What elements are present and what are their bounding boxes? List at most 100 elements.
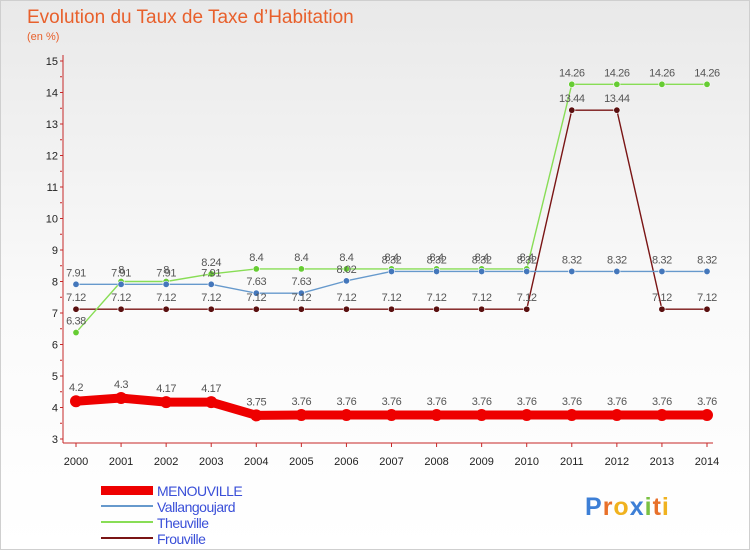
data-point-menouville: [610, 409, 623, 422]
data-label-frouville: 13.44: [559, 93, 585, 105]
data-label-menouville: 4.17: [201, 383, 221, 395]
data-point-menouville: [70, 395, 82, 408]
logo-letter: t: [652, 493, 662, 521]
data-label-vallangoujard: 8.32: [697, 254, 717, 266]
y-tick-label: 6: [52, 340, 58, 352]
data-label-frouville: 7.12: [111, 292, 131, 304]
logo-letter: i: [644, 493, 653, 521]
data-point-theuville: [658, 80, 666, 88]
data-point-theuville: [297, 265, 305, 273]
data-point-vallangoujard: [162, 280, 170, 288]
x-tick-label: 2002: [154, 456, 178, 468]
series-line-frouville: [76, 109, 707, 310]
data-labels: 7.12 7.12 7.12 7.12 7.12 7.12 7.12 7.12 7.12 7.12…: [66, 67, 720, 408]
chart-axes: 3 4 5 6 7 8 9 10 11 12 13 14 15 2000 2001 2002 2003 2004 2…: [46, 55, 719, 468]
data-point-vallangoujard: [703, 267, 711, 275]
data-label-theuville: 14.26: [604, 67, 630, 79]
data-point-frouville: [703, 305, 711, 313]
data-label-vallangoujard: 7.63: [246, 276, 266, 288]
data-label-vallangoujard: 7.91: [156, 267, 176, 279]
data-label-vallangoujard: 7.91: [111, 267, 131, 279]
x-tick-label: 2012: [605, 456, 629, 468]
legend-swatch-vallangoujard: [101, 505, 153, 507]
data-point-vallangoujard: [613, 267, 621, 275]
data-label-frouville: 7.12: [427, 292, 447, 304]
y-tick-label: 9: [52, 245, 58, 257]
data-label-vallangoujard: 8.32: [517, 254, 537, 266]
data-label-frouville: 7.12: [156, 292, 176, 304]
data-label-theuville: 14.26: [649, 67, 675, 79]
data-label-frouville: 7.12: [382, 292, 402, 304]
data-label-menouville: 3.76: [291, 396, 311, 408]
data-point-frouville: [613, 106, 621, 114]
data-point-frouville: [433, 305, 441, 313]
data-point-frouville: [162, 305, 170, 313]
data-label-frouville: 7.12: [246, 292, 266, 304]
data-label-menouville: 3.76: [652, 396, 672, 408]
data-point-vallangoujard: [252, 289, 260, 297]
data-point-theuville: [568, 80, 576, 88]
data-label-theuville: 6.38: [66, 316, 86, 328]
data-point-menouville: [565, 409, 578, 422]
data-label-vallangoujard: 7.63: [291, 276, 311, 288]
legend-label-theuville: Theuville: [157, 515, 209, 531]
data-point-vallangoujard: [117, 280, 125, 288]
x-tick-label: 2000: [64, 456, 88, 468]
y-tick-label: 5: [52, 371, 58, 383]
x-tick-label: 2006: [334, 456, 358, 468]
data-point-theuville: [252, 265, 260, 273]
x-tick-label: 2003: [199, 456, 223, 468]
data-point-frouville: [117, 305, 125, 313]
data-point-frouville: [342, 305, 350, 313]
data-point-frouville: [523, 305, 531, 313]
data-label-theuville: 8: [163, 265, 169, 277]
data-point-frouville: [297, 305, 305, 313]
data-point-menouville: [115, 392, 128, 405]
data-label-menouville: 3.76: [607, 396, 627, 408]
data-point-vallangoujard: [342, 277, 350, 285]
data-label-menouville: 3.76: [517, 396, 537, 408]
data-point-vallangoujard: [387, 267, 395, 275]
data-point-theuville: [703, 80, 711, 88]
proxiti-logo: Proxiti: [585, 493, 670, 522]
data-label-frouville: 13.44: [604, 93, 630, 105]
data-point-vallangoujard: [478, 267, 486, 275]
legend-swatch-frouville: [101, 537, 153, 539]
y-tick-label: 13: [46, 119, 58, 131]
data-point-menouville: [475, 409, 488, 422]
data-label-menouville: 3.76: [382, 396, 402, 408]
data-label-menouville: 3.75: [246, 396, 266, 408]
data-label-menouville: 3.76: [337, 396, 357, 408]
data-point-menouville: [250, 409, 263, 422]
data-label-menouville: 3.76: [562, 396, 582, 408]
x-tick-label: 2007: [379, 456, 403, 468]
data-point-vallangoujard: [207, 280, 215, 288]
data-label-vallangoujard: 8.02: [337, 264, 357, 276]
data-label-vallangoujard: 8.32: [652, 254, 672, 266]
data-point-frouville: [658, 305, 666, 313]
data-label-vallangoujard: 8.32: [472, 254, 492, 266]
x-tick-label: 2004: [244, 456, 268, 468]
legend-swatch-theuville: [101, 521, 153, 523]
data-label-menouville: 4.2: [69, 382, 83, 394]
data-label-vallangoujard: 8.32: [382, 254, 402, 266]
data-point-theuville: [72, 329, 80, 337]
data-label-theuville: 8: [118, 265, 124, 277]
data-label-frouville: 7.12: [472, 292, 492, 304]
data-point-menouville: [520, 409, 533, 422]
data-label-frouville: 7.12: [291, 292, 311, 304]
chart-title: Evolution du Taux de Taxe d’Habitation: [27, 7, 354, 28]
data-label-vallangoujard: 8.32: [427, 254, 447, 266]
data-label-vallangoujard: 8.32: [562, 254, 582, 266]
data-point-vallangoujard: [297, 289, 305, 297]
data-point-menouville: [655, 409, 668, 422]
y-tick-label: 14: [46, 88, 58, 100]
x-tick-label: 2010: [514, 456, 538, 468]
data-point-vallangoujard: [658, 267, 666, 275]
data-label-theuville: 8.4: [520, 252, 534, 264]
x-tick-label: 2008: [424, 456, 448, 468]
data-label-frouville: 7.12: [337, 292, 357, 304]
data-point-frouville: [252, 305, 260, 313]
